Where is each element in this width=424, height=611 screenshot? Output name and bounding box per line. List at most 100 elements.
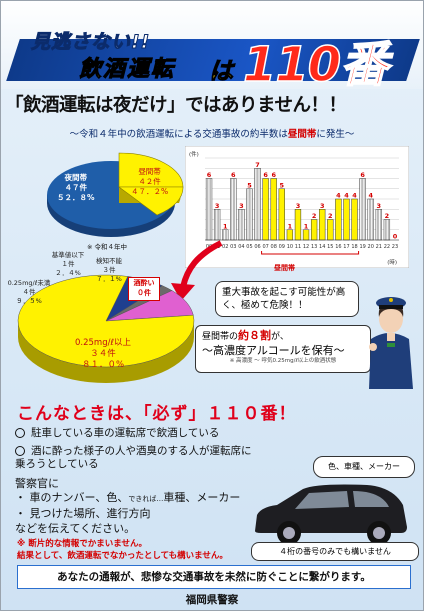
bar-value-label: 3 (320, 202, 325, 210)
bar-value-label: 3 (377, 202, 382, 210)
notes: ※ 断片的な情報でかまいません。 結果として、飲酒運転でなかったとしても構いませ… (17, 538, 228, 562)
x-tick-label: 10 (287, 244, 293, 250)
ijou-label: 0.25mg/ℓ以上 (75, 338, 131, 348)
daytime-label: 昼間帯 (274, 264, 295, 272)
bar-value-label: 5 (280, 181, 285, 189)
condition-1: 駐車している車の運転席で飲酒している (15, 427, 219, 440)
bar (335, 198, 342, 241)
plate-bubble: ４桁の番号のみでも構いません (251, 542, 419, 561)
hourly-bar-chart: (件)6003011026033045057066076085091103111… (185, 146, 409, 268)
day-count: ４２件 (138, 177, 161, 186)
police-label: 警察官に (15, 477, 59, 490)
x-tick-label: 16 (335, 244, 341, 250)
subline-prefix: ～令和４年中の飲酒運転による交通事故の約半数は (69, 129, 288, 140)
info-line-2: ・ 見つけた場所、進行方向 (15, 507, 151, 520)
label-ijou: 0.25mg/ℓ以上 ３４件 ８１．０% (63, 338, 143, 371)
alcohol-bubble: 昼間帯の約８割が、 ～高濃度アルコールを保有～ ※ 高濃度 ～ 呼気0.25mg… (195, 325, 371, 373)
alcohol-highlight: 約８割 (238, 329, 272, 342)
x-tick-label: 14 (319, 244, 325, 250)
condition-2: 酒に酔った様子の人や酒臭のする人が運転席に (15, 445, 252, 458)
y-unit-label: (件) (189, 150, 199, 158)
label-kijunchi: 基準値以下 １件 ２．４% (41, 251, 95, 278)
car-icon (255, 484, 407, 545)
car-info-bubble: 色、車種、メーカー (313, 456, 415, 478)
bar-value-label: 2 (385, 212, 390, 220)
kenchi-label: 検知不能 (96, 257, 122, 265)
night-label: 夜間帯 (64, 173, 88, 182)
x-tick-label: 22 (384, 244, 390, 250)
x-tick-label: 13 (311, 244, 317, 250)
header-banner: 見逃さない!! 飲酒運転 は 110番 (1, 1, 423, 94)
bar-value-label: 4 (352, 192, 357, 200)
header-line1: 見逃さない!! (30, 31, 151, 54)
x-tick-label: 19 (359, 244, 365, 250)
info-line-1: ・ 車のナンバー、色、できれば…車種、メーカー (15, 491, 240, 506)
night-count: ４７件 (64, 183, 88, 192)
bottom-message: あなたの通報が、悲惨な交通事故を未然に防ぐことに繋がります。 (17, 565, 411, 589)
condition-2b-text: 乗ろうとしている (15, 458, 99, 470)
ijou-pct: ８１．０% (81, 360, 125, 370)
x-tick-label: 02 (222, 244, 228, 250)
bar-value-label: 1 (288, 222, 293, 230)
x-tick-label: 03 (230, 244, 236, 250)
footer-org: 福岡県警察 (185, 594, 239, 606)
main-message: 「飲酒運転は夜だけ」ではありません！！ (5, 95, 347, 116)
x-tick-label: 07 (262, 244, 268, 250)
x-tick-label: 06 (254, 244, 260, 250)
x-tick-label: 15 (327, 244, 333, 250)
x-tick-label: 20 (368, 244, 374, 250)
day-label: 昼間帯 (138, 167, 161, 176)
x-tick-label: 17 (343, 244, 349, 250)
bar (310, 219, 318, 241)
subline-highlight: 昼間帯 (287, 129, 317, 140)
kenchi-count: ３件 (102, 266, 116, 274)
x-tick-label: 12 (303, 244, 309, 250)
day-labels: 昼間帯 ４２件 ４７．２% (131, 167, 168, 197)
bar-value-label: 5 (247, 181, 252, 189)
bar-value-label: 4 (344, 192, 349, 200)
x-tick-label: 09 (279, 244, 285, 250)
subline-suffix: に発生～ (316, 129, 355, 140)
sakeyoi-box: 酒酔い ０件 (128, 277, 160, 301)
bar (270, 178, 277, 241)
bar (262, 178, 269, 241)
bar-value-label: 2 (328, 212, 333, 220)
daytime-bracket (261, 251, 360, 255)
alcohol-footnote: ※ 高濃度 ～ 呼気0.25mg/ℓ以上の飲酒状態 (229, 358, 337, 364)
call-heading: こんなときは、「必ず」１１０番！ (17, 404, 297, 424)
circle-icon (15, 446, 25, 456)
condition-2-text: 酒に酔った様子の人や酒臭のする人が運転席に (31, 445, 252, 457)
x-tick-label: 05 (246, 244, 252, 250)
x-tick-label: 11 (295, 244, 301, 250)
condition-1-text: 駐車している車の運転席で飲酒している (31, 427, 220, 439)
kenchi-pct: ７．１% (96, 275, 122, 283)
label-miman: 0.25mg/ℓ未満 ４件 ９．５% (5, 279, 53, 306)
miman-count: ４件 (22, 288, 36, 296)
bar (286, 229, 294, 241)
bar (343, 198, 350, 241)
bar-value-label: 3 (296, 202, 301, 210)
bar-value-label: 3 (239, 202, 244, 210)
bar-value-label: 2 (312, 212, 317, 220)
info-1-pre: ・ 車のナンバー、色、 (15, 491, 129, 504)
miman-pct: ９．５% (16, 297, 42, 305)
bar-value-label: 0 (393, 233, 398, 241)
x-tick-label: 08 (271, 244, 277, 250)
kijunchi-label: 基準値以下 (51, 251, 85, 259)
sakeyoi-label: 酒酔い (133, 279, 155, 287)
x-tick-label: 23 (392, 244, 398, 250)
bar (351, 198, 358, 241)
alcohol-line2: ～高濃度アルコールを保有～ (202, 344, 345, 357)
bar-value-label: 1 (304, 222, 309, 230)
info-1-post: 車種、メーカー (163, 491, 241, 504)
ijou-count: ３４件 (90, 349, 116, 359)
bar-value-label: 6 (360, 171, 365, 179)
kijunchi-count: １件 (61, 260, 75, 268)
pie-day-slice (118, 152, 184, 188)
x-tick-label: 18 (351, 244, 357, 250)
header-particle: は (209, 57, 234, 86)
info-closing: などを伝えてください。 (15, 522, 136, 535)
bar (278, 188, 285, 241)
bar-value-label: 1 (223, 222, 228, 230)
